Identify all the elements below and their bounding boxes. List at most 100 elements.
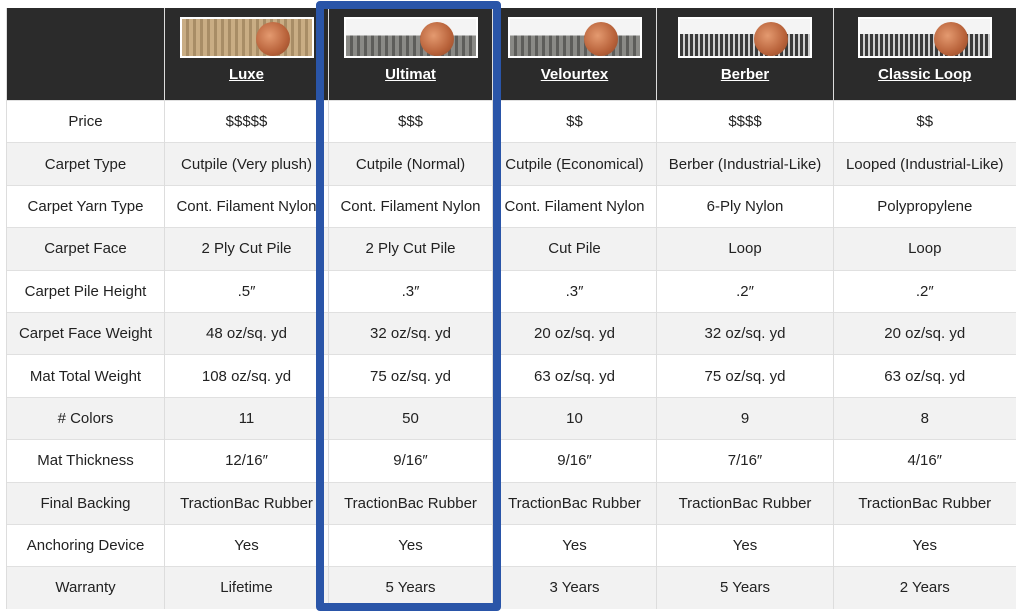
comparison-table: Luxe Ultimat Velourtex Berber Classic Loop P… — [6, 8, 1016, 609]
cell-value: 32 oz/sq. yd — [328, 311, 493, 355]
product-header-classic-loop: Classic Loop — [833, 8, 1016, 101]
cell-value: Polypropylene — [833, 184, 1016, 228]
cell-value: 63 oz/sq. yd — [492, 354, 657, 398]
cell-value: TractionBac Rubber — [492, 481, 657, 525]
table-row: Carpet Face 2 Ply Cut Pile 2 Ply Cut Pile C… — [6, 227, 1016, 271]
table-row: Carpet Pile Height .5″ .3″ .3″ .2″ .2″ — [6, 269, 1016, 313]
product-header-velourtex: Velourtex — [492, 8, 657, 101]
cell-value: 2 Years — [833, 566, 1016, 609]
cell-value: .3″ — [328, 269, 493, 313]
carpet-sample-image — [857, 17, 992, 58]
cell-value: .2″ — [656, 269, 834, 313]
product-link[interactable]: Velourtex — [540, 66, 609, 83]
product-link[interactable]: Luxe — [228, 66, 264, 83]
table-row: Anchoring Device Yes Yes Yes Yes Yes — [6, 523, 1016, 567]
row-label: Carpet Yarn Type — [6, 184, 165, 228]
penny-icon — [754, 22, 788, 56]
row-label: Price — [6, 99, 165, 143]
cell-value: 20 oz/sq. yd — [833, 311, 1016, 355]
cell-value: 50 — [328, 396, 493, 440]
cell-value: 7/16″ — [656, 439, 834, 483]
cell-value: TractionBac Rubber — [656, 481, 834, 525]
cell-value: 108 oz/sq. yd — [164, 354, 329, 398]
table-row: Carpet Face Weight 48 oz/sq. yd 32 oz/sq. … — [6, 311, 1016, 355]
table-row: Carpet Yarn Type Cont. Filament Nylon Cont… — [6, 184, 1016, 228]
cell-value: 5 Years — [328, 566, 493, 609]
header-row: Luxe Ultimat Velourtex Berber Classic Loop — [6, 8, 1016, 101]
row-label: Carpet Pile Height — [6, 269, 165, 313]
carpet-sample-image — [343, 17, 478, 58]
cell-value: TractionBac Rubber — [833, 481, 1016, 525]
row-label: Carpet Type — [6, 142, 165, 186]
table-row: Final Backing TractionBac Rubber TractionB… — [6, 481, 1016, 525]
cell-value: Yes — [833, 523, 1016, 567]
row-label: Warranty — [6, 566, 165, 609]
table-row: Warranty Lifetime 5 Years 3 Years 5 Years 2 Y… — [6, 566, 1016, 609]
cell-value: 2 Ply Cut Pile — [164, 227, 329, 271]
table-row: Price $$$$$ $$$ $$ $$$$ $$ — [6, 99, 1016, 143]
cell-value: Cont. Filament Nylon — [492, 184, 657, 228]
cell-value: $$$ — [328, 99, 493, 143]
cell-value: TractionBac Rubber — [164, 481, 329, 525]
penny-icon — [933, 22, 968, 56]
table-row: Carpet Type Cutpile (Very plush) Cutpile (… — [6, 142, 1016, 186]
carpet-sample-image — [179, 17, 314, 58]
cell-value: Berber (Industrial-Like) — [656, 142, 834, 186]
row-label: # Colors — [6, 396, 165, 440]
product-header-ultimat: Ultimat — [328, 8, 493, 101]
cell-value: 3 Years — [492, 566, 657, 609]
product-link[interactable]: Berber — [720, 66, 770, 83]
cell-value: 20 oz/sq. yd — [492, 311, 657, 355]
cell-value: Cutpile (Economical) — [492, 142, 657, 186]
cell-value: 75 oz/sq. yd — [328, 354, 493, 398]
table-row: # Colors 11 50 10 9 8 — [6, 396, 1016, 440]
cell-value: $$ — [833, 99, 1016, 143]
cell-value: Loop — [656, 227, 834, 271]
carpet-sample-image — [507, 17, 642, 58]
table-row: Mat Thickness 12/16″ 9/16″ 9/16″ 7/16″ 4/16″ — [6, 439, 1016, 483]
cell-value: Cont. Filament Nylon — [164, 184, 329, 228]
cell-value: Yes — [492, 523, 657, 567]
cell-value: 8 — [833, 396, 1016, 440]
cell-value: $$$$ — [656, 99, 834, 143]
product-link[interactable]: Ultimat — [385, 66, 436, 83]
cell-value: Yes — [656, 523, 834, 567]
cell-value: 5 Years — [656, 566, 834, 609]
cell-value: Loop — [833, 227, 1016, 271]
cell-value: $$$$$ — [164, 99, 329, 143]
cell-value: 10 — [492, 396, 657, 440]
cell-value: Lifetime — [164, 566, 329, 609]
table-row: Mat Total Weight 108 oz/sq. yd 75 oz/sq. y… — [6, 354, 1016, 398]
cell-value: Cutpile (Normal) — [328, 142, 493, 186]
cell-value: Looped (Industrial-Like) — [833, 142, 1016, 186]
cell-value: 6-Ply Nylon — [656, 184, 834, 228]
row-label: Mat Thickness — [6, 439, 165, 483]
cell-value: Cut Pile — [492, 227, 657, 271]
row-label: Carpet Face — [6, 227, 165, 271]
cell-value: 12/16″ — [164, 439, 329, 483]
cell-value: 75 oz/sq. yd — [656, 354, 834, 398]
row-label: Carpet Face Weight — [6, 311, 165, 355]
cell-value: 48 oz/sq. yd — [164, 311, 329, 355]
cell-value: Yes — [164, 523, 329, 567]
product-header-berber: Berber — [656, 8, 834, 101]
row-label: Mat Total Weight — [6, 354, 165, 398]
row-label: Anchoring Device — [6, 523, 165, 567]
product-link[interactable]: Classic Loop — [878, 66, 972, 83]
cell-value: Yes — [328, 523, 493, 567]
cell-value: 9 — [656, 396, 834, 440]
header-empty-cell — [6, 8, 165, 101]
cell-value: .3″ — [492, 269, 657, 313]
cell-value: Cutpile (Very plush) — [164, 142, 329, 186]
cell-value: TractionBac Rubber — [328, 481, 493, 525]
product-header-luxe: Luxe — [164, 8, 329, 101]
cell-value: Cont. Filament Nylon — [328, 184, 493, 228]
cell-value: $$ — [492, 99, 657, 143]
carpet-sample-image — [678, 17, 812, 58]
penny-icon — [419, 22, 454, 56]
row-label: Final Backing — [6, 481, 165, 525]
cell-value: 4/16″ — [833, 439, 1016, 483]
cell-value: 2 Ply Cut Pile — [328, 227, 493, 271]
penny-icon — [583, 22, 618, 56]
cell-value: 11 — [164, 396, 329, 440]
